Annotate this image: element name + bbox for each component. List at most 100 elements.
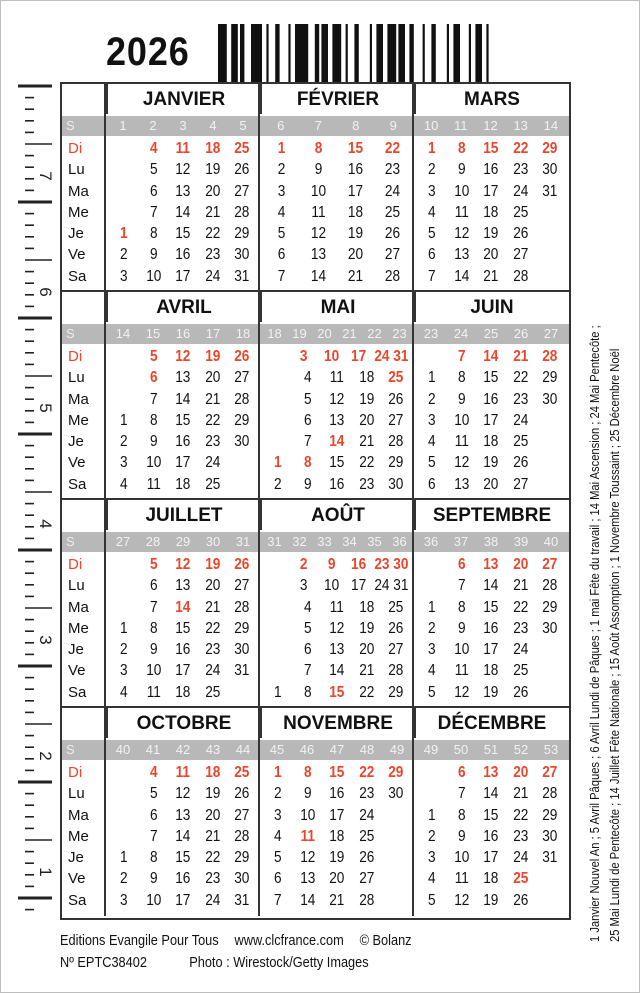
website-link[interactable]: www.clcfrance.com <box>234 933 344 949</box>
day-cell[interactable]: 4 <box>274 827 282 845</box>
day-cell[interactable]: 18 <box>483 662 499 680</box>
day-cell[interactable]: 18 <box>483 203 499 221</box>
day-cell[interactable]: 11 <box>454 203 469 221</box>
day-cell[interactable]: 21 <box>512 348 529 365</box>
day-cell[interactable]: 19 <box>358 390 375 408</box>
day-cell[interactable]: 26 <box>234 785 250 803</box>
day-cell[interactable] <box>537 244 563 265</box>
day-cell[interactable]: 7 <box>274 891 282 909</box>
day-cell[interactable]: 25 <box>388 369 404 387</box>
day-cell[interactable]: 28 <box>388 433 404 451</box>
day-cell[interactable]: 26 <box>388 619 404 637</box>
day-cell[interactable] <box>265 389 291 410</box>
day-cell[interactable]: 6 <box>149 369 158 387</box>
day-cell[interactable]: 28 <box>542 785 558 803</box>
day-cell[interactable]: 2 <box>274 785 282 803</box>
day-cell[interactable]: 25 <box>204 683 221 701</box>
day-cell[interactable]: 27 <box>234 577 250 595</box>
day-cell[interactable]: 17 <box>483 182 499 200</box>
day-cell[interactable]: 1 <box>274 764 282 781</box>
day-cell[interactable]: 5 <box>428 225 436 243</box>
day-cell[interactable]: 3 <box>300 577 308 595</box>
day-cell[interactable]: 6 <box>428 246 436 264</box>
day-cell[interactable]: 12 <box>175 785 191 803</box>
day-cell[interactable]: 7 <box>428 267 436 285</box>
day-cell[interactable]: 25 <box>512 433 529 451</box>
day-cell[interactable]: 10 <box>145 267 161 285</box>
day-cell[interactable]: 1 <box>428 598 436 616</box>
day-cell[interactable]: 19 <box>358 619 375 637</box>
day-cell[interactable]: 3 <box>120 891 128 909</box>
day-cell[interactable]: 15 <box>175 619 191 637</box>
day-cell[interactable]: 7 <box>149 598 158 616</box>
day-cell[interactable]: 18 <box>358 598 375 616</box>
day-cell[interactable]: 8 <box>457 369 466 387</box>
day-cell[interactable]: 29 <box>388 683 404 701</box>
day-cell[interactable] <box>111 762 137 783</box>
day-cell[interactable]: 14 <box>483 577 499 595</box>
day-cell[interactable]: 19 <box>204 161 221 179</box>
day-cell[interactable]: 21 <box>204 390 221 408</box>
day-cell[interactable]: 7 <box>149 390 158 408</box>
day-cell[interactable] <box>111 202 137 223</box>
day-cell[interactable] <box>537 223 563 244</box>
day-cell[interactable]: 12 <box>453 454 469 472</box>
day-cell[interactable]: 26 <box>358 849 375 867</box>
day-cell[interactable]: 20 <box>358 641 375 659</box>
day-cell[interactable]: 19 <box>347 225 364 243</box>
day-cell[interactable]: 11 <box>454 662 469 680</box>
day-cell[interactable] <box>383 847 409 868</box>
day-cell[interactable]: 13 <box>175 369 191 387</box>
day-cell[interactable]: 5 <box>428 454 436 472</box>
day-cell[interactable]: 29 <box>542 140 558 157</box>
day-cell[interactable]: 2 <box>300 556 308 573</box>
day-cell[interactable]: 22 <box>512 369 529 387</box>
day-cell[interactable]: 28 <box>542 577 558 595</box>
day-cell[interactable]: 16 <box>350 556 367 573</box>
day-cell[interactable]: 10 <box>299 806 315 824</box>
day-cell[interactable]: 8 <box>149 225 158 243</box>
day-cell[interactable]: 11 <box>175 764 191 781</box>
day-cell[interactable]: 28 <box>358 891 375 909</box>
day-cell[interactable]: 29 <box>388 764 404 781</box>
day-cell[interactable]: 1 <box>274 454 282 472</box>
day-cell[interactable]: 2 <box>428 161 436 179</box>
day-cell[interactable]: 28 <box>234 390 250 408</box>
day-cell[interactable]: 4 <box>428 870 436 888</box>
day-cell[interactable]: 6 <box>457 764 466 781</box>
day-cell[interactable]: 3 <box>120 662 128 680</box>
day-cell[interactable]: 12 <box>329 390 345 408</box>
day-cell[interactable]: 14 <box>310 267 327 285</box>
day-cell[interactable]: 22 <box>358 454 375 472</box>
day-cell[interactable]: 30 <box>234 246 250 264</box>
day-cell[interactable] <box>229 682 255 703</box>
day-cell[interactable]: 2 <box>277 161 286 179</box>
day-cell[interactable]: 29 <box>542 598 558 616</box>
day-cell[interactable]: 22 <box>512 598 529 616</box>
day-cell[interactable]: 8 <box>457 806 466 824</box>
day-cell[interactable]: 22 <box>204 849 221 867</box>
day-cell[interactable]: 15 <box>175 225 191 243</box>
day-cell[interactable]: 31 <box>542 849 558 867</box>
day-cell[interactable]: 20 <box>512 556 529 573</box>
day-cell[interactable]: 10 <box>453 641 469 659</box>
day-cell[interactable]: 4 <box>120 683 128 701</box>
day-cell[interactable]: 30 <box>542 161 558 179</box>
day-cell[interactable]: 26 <box>234 556 250 573</box>
day-cell[interactable]: 16 <box>329 475 345 493</box>
day-cell[interactable]: 2 <box>120 433 128 451</box>
day-cell[interactable]: 29 <box>234 849 250 867</box>
day-cell[interactable]: 18 <box>204 140 221 157</box>
day-cell[interactable]: 2 <box>274 475 282 493</box>
day-cell[interactable]: 31 <box>542 182 558 200</box>
day-cell[interactable]: 4 <box>428 433 436 451</box>
day-cell[interactable] <box>265 575 289 596</box>
day-cell[interactable]: 16 <box>175 641 191 659</box>
day-cell[interactable]: 23 <box>512 619 529 637</box>
day-cell[interactable]: 19 <box>483 683 499 701</box>
day-cell[interactable]: 19 <box>483 891 499 909</box>
day-cell[interactable]: 22 <box>358 683 375 701</box>
day-cell[interactable]: 16 <box>175 433 191 451</box>
day-cell[interactable]: 19 <box>483 454 499 472</box>
day-cell[interactable]: 27 <box>234 182 250 200</box>
